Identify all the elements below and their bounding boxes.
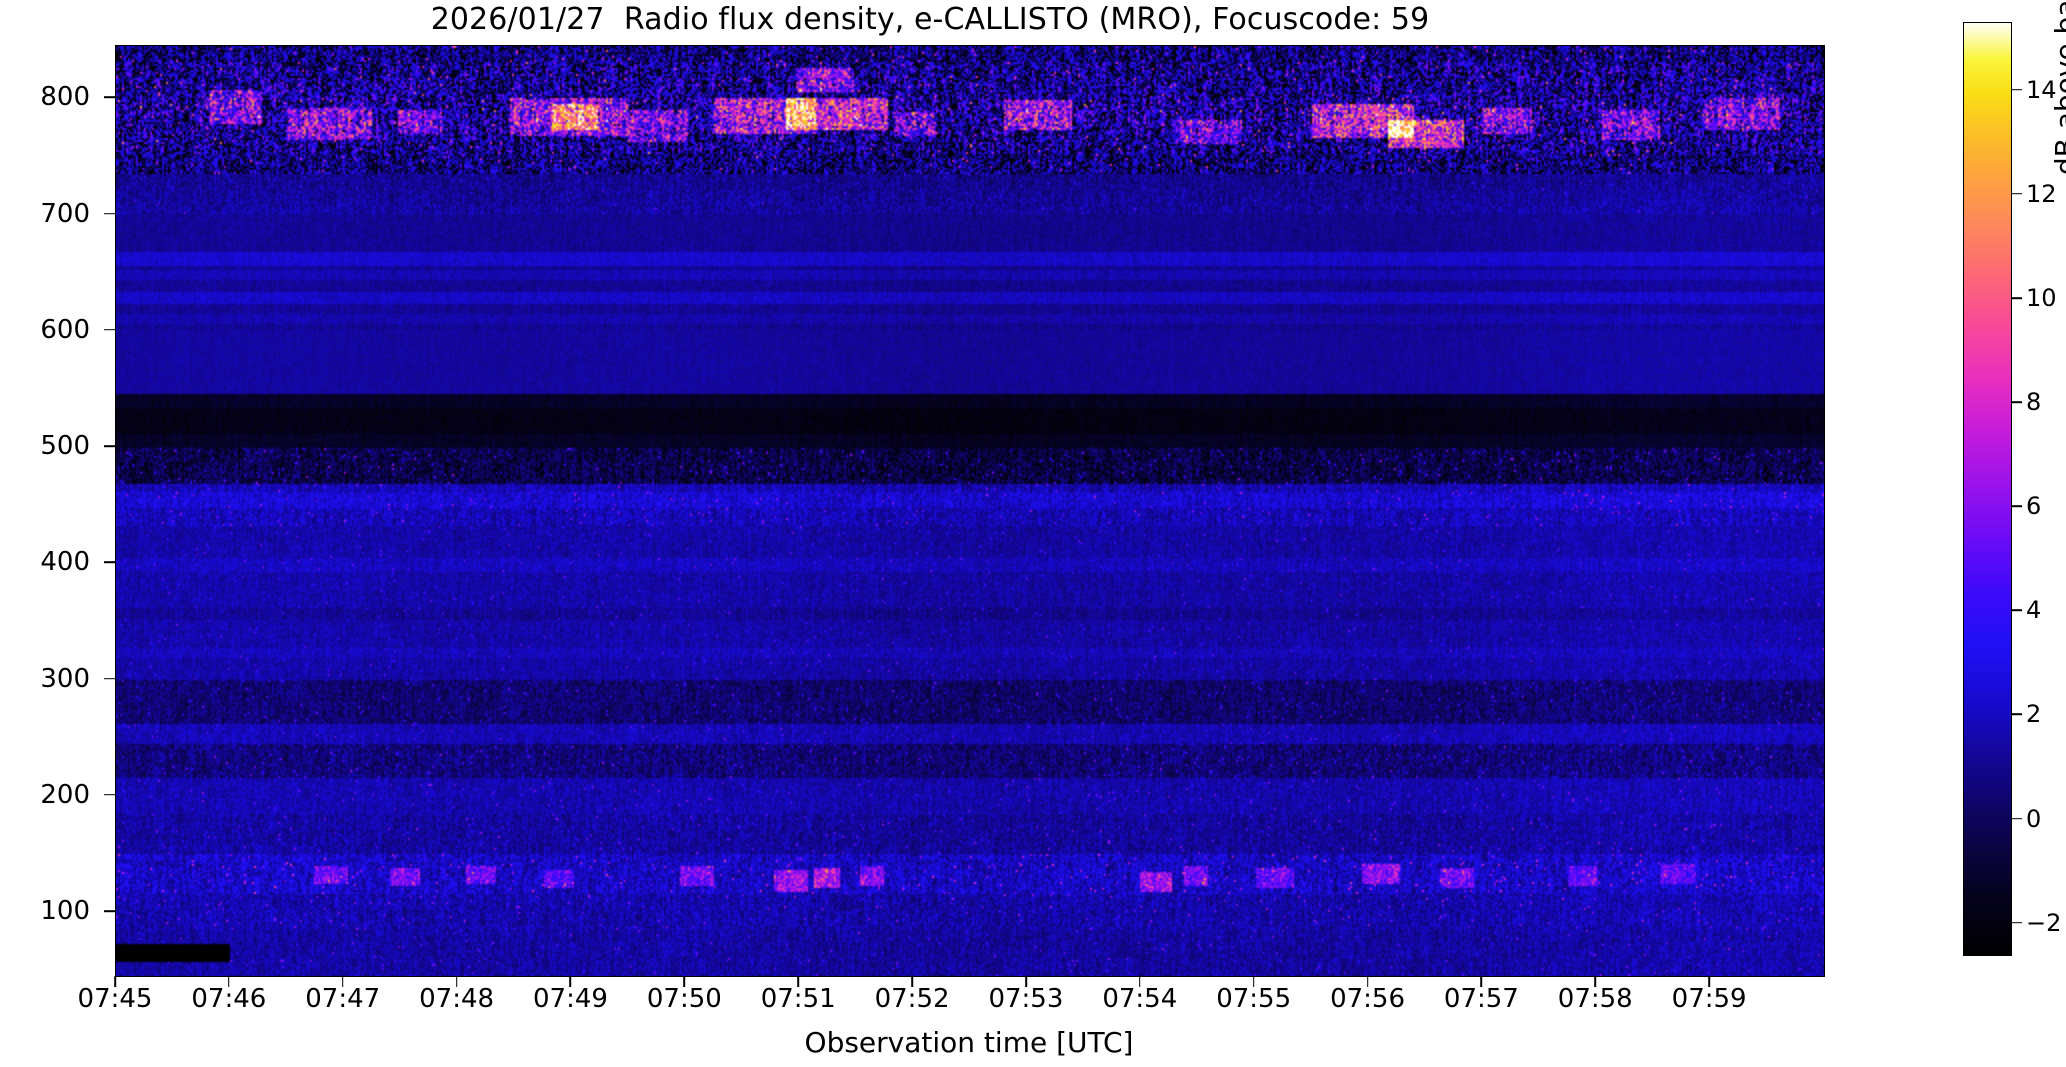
y-tick-label: 800	[40, 82, 90, 113]
x-tick-mark	[1139, 976, 1141, 987]
y-tick-mark	[104, 96, 115, 99]
colorbar-tick-mark	[2011, 505, 2022, 508]
x-tick-mark	[683, 976, 686, 987]
x-tick-label: 07:50	[646, 984, 722, 1014]
spectrogram-image	[116, 46, 1824, 976]
x-tick-mark	[911, 976, 913, 987]
colorbar-tick-label: 10	[2026, 283, 2057, 312]
colorbar-tick-mark	[2011, 193, 2022, 195]
x-tick-label: 07:51	[760, 984, 836, 1014]
spectrogram-plot-area	[115, 45, 1825, 977]
x-tick-label: 07:45	[77, 984, 153, 1014]
colorbar-tick-mark	[2011, 817, 2022, 820]
x-tick-label: 07:57	[1443, 984, 1519, 1014]
x-tick-mark	[569, 976, 572, 987]
x-tick-mark	[1480, 976, 1483, 987]
colorbar-tick-mark	[2011, 713, 2022, 716]
y-tick-mark	[104, 561, 115, 564]
colorbar	[1963, 22, 2012, 956]
figure-title: 2026/01/27 Radio flux density, e-CALLIST…	[430, 2, 1430, 37]
y-tick-label: 500	[40, 431, 90, 462]
x-tick-label: 07:54	[1102, 984, 1178, 1014]
colorbar-tick-mark	[2011, 88, 2022, 91]
colorbar-tick-mark	[2011, 401, 2022, 403]
x-tick-mark	[1708, 976, 1710, 987]
x-tick-mark	[797, 976, 799, 987]
y-tick-mark	[104, 794, 115, 796]
x-tick-label: 07:59	[1671, 984, 1747, 1014]
x-tick-mark	[114, 976, 116, 987]
colorbar-tick-label: 2	[2026, 700, 2042, 729]
y-tick-label: 600	[40, 314, 90, 345]
x-tick-label: 07:47	[305, 984, 381, 1014]
colorbar-tick-mark	[2011, 609, 2022, 612]
x-tick-label: 07:56	[1330, 984, 1405, 1014]
colorbar-tick-mark	[2011, 921, 2022, 924]
x-tick-label: 07:46	[191, 984, 267, 1014]
x-tick-mark	[1252, 976, 1255, 987]
y-tick-label: 400	[40, 547, 90, 578]
colorbar-tick-label: 14	[2026, 75, 2057, 104]
x-tick-label: 07:53	[988, 984, 1064, 1014]
y-tick-mark	[104, 445, 115, 447]
y-tick-mark	[104, 212, 115, 215]
x-tick-label: 07:58	[1557, 984, 1633, 1014]
x-tick-mark	[228, 976, 230, 987]
y-tick-label: 100	[40, 896, 90, 927]
x-tick-mark	[341, 976, 344, 987]
colorbar-label: dB above background	[2049, 0, 2066, 176]
x-tick-mark	[455, 976, 458, 987]
x-tick-label: 07:48	[419, 984, 495, 1014]
y-tick-mark	[104, 329, 115, 331]
colorbar-tick-label: 0	[2026, 804, 2042, 833]
y-tick-mark	[104, 910, 115, 912]
x-tick-label: 07:49	[532, 984, 608, 1014]
y-tick-label: 300	[40, 663, 90, 694]
colorbar-tick-label: 4	[2026, 596, 2042, 625]
colorbar-tick-label: 8	[2026, 388, 2042, 417]
colorbar-tick-mark	[2011, 297, 2022, 299]
colorbar-tick-label: 12	[2026, 179, 2057, 208]
x-tick-label: 07:52	[874, 984, 950, 1014]
x-tick-label: 07:55	[1216, 984, 1292, 1014]
y-tick-label: 700	[40, 198, 90, 229]
colorbar-tick-label: 6	[2026, 492, 2042, 521]
x-tick-mark	[1594, 976, 1597, 987]
colorbar-gradient	[1964, 23, 2011, 955]
colorbar-tick-label: −2	[2026, 908, 2062, 937]
x-tick-mark	[1366, 976, 1369, 987]
y-tick-mark	[104, 677, 115, 680]
x-axis-label: Observation time [UTC]	[804, 1026, 1134, 1059]
x-tick-mark	[1025, 976, 1027, 987]
y-tick-label: 200	[40, 779, 90, 810]
